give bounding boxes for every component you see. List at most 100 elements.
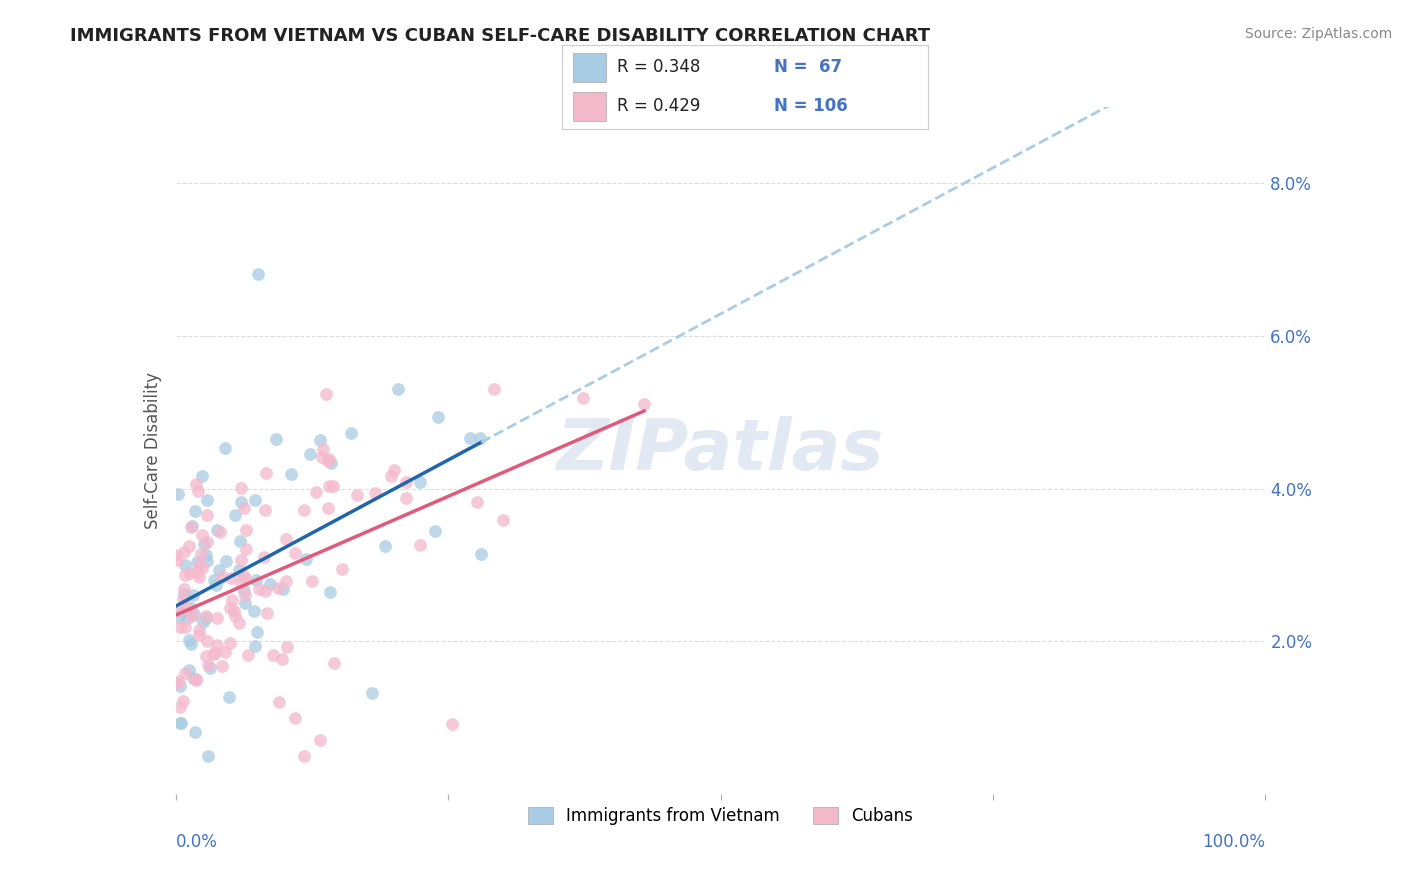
Point [169, 679, 191, 693]
Point [233, 584, 256, 599]
Point [191, 469, 214, 483]
Point [195, 508, 218, 523]
Point [169, 700, 191, 714]
Point [274, 532, 297, 546]
Point [184, 477, 207, 491]
Point [256, 606, 278, 620]
Point [253, 503, 276, 517]
Point [276, 640, 298, 654]
Point [194, 611, 217, 625]
Point [219, 636, 242, 650]
Point [247, 267, 270, 281]
Point [458, 431, 481, 445]
Point [172, 694, 194, 708]
Point [253, 550, 276, 565]
Point [173, 568, 195, 582]
Point [211, 570, 233, 584]
Point [441, 716, 464, 731]
Point [188, 570, 211, 584]
Point [218, 690, 240, 704]
Point [235, 523, 257, 537]
Point [267, 695, 290, 709]
Point [191, 560, 214, 574]
Point [247, 582, 270, 596]
Point [271, 652, 294, 666]
Point [308, 434, 330, 448]
Point [188, 557, 211, 571]
Text: N = 106: N = 106 [775, 97, 848, 115]
Point [229, 575, 252, 590]
Point [197, 748, 219, 763]
Point [301, 574, 323, 588]
Point [295, 552, 318, 566]
Point [173, 558, 195, 573]
Point [465, 495, 488, 509]
Point [229, 534, 252, 549]
Point [264, 432, 287, 446]
Point [470, 547, 492, 561]
Point [170, 716, 193, 731]
Point [183, 588, 205, 602]
Point [267, 581, 290, 595]
Point [409, 537, 432, 551]
Point [254, 467, 277, 481]
Point [229, 495, 252, 509]
Point [246, 624, 269, 639]
Text: R = 0.429: R = 0.429 [617, 97, 700, 115]
Point [229, 553, 252, 567]
Point [321, 457, 343, 471]
Point [219, 571, 242, 585]
Point [254, 583, 277, 598]
Point [318, 585, 340, 599]
Point [361, 686, 384, 700]
Point [364, 485, 387, 500]
Point [330, 562, 353, 576]
Point [165, 676, 187, 690]
Point [205, 611, 228, 625]
Point [169, 715, 191, 730]
Point [374, 539, 396, 553]
Point [184, 503, 207, 517]
Point [202, 646, 225, 660]
Point [173, 587, 195, 601]
Point [170, 605, 193, 619]
Point [180, 636, 202, 650]
Point [316, 453, 339, 467]
Point [197, 657, 219, 672]
Point [233, 588, 256, 602]
Point [224, 608, 246, 623]
Text: IMMIGRANTS FROM VIETNAM VS CUBAN SELF-CARE DISABILITY CORRELATION CHART: IMMIGRANTS FROM VIETNAM VS CUBAN SELF-CA… [70, 27, 931, 45]
Point [224, 508, 246, 522]
Point [491, 513, 513, 527]
Point [187, 623, 209, 637]
Point [184, 725, 207, 739]
Legend: Immigrants from Vietnam, Cubans: Immigrants from Vietnam, Cubans [519, 799, 922, 834]
Point [271, 582, 294, 597]
Point [280, 467, 302, 482]
Point [259, 577, 281, 591]
Point [318, 479, 340, 493]
Point [340, 425, 363, 440]
Point [173, 544, 195, 558]
Point [323, 656, 346, 670]
FancyBboxPatch shape [574, 54, 606, 82]
Point [193, 615, 215, 629]
Point [195, 609, 218, 624]
Point [292, 502, 315, 516]
Point [208, 563, 231, 577]
Point [215, 554, 238, 568]
Point [190, 528, 212, 542]
Point [167, 609, 190, 624]
Point [180, 520, 202, 534]
Point [284, 711, 307, 725]
FancyBboxPatch shape [574, 92, 606, 120]
Point [243, 639, 266, 653]
Point [167, 602, 190, 616]
Point [205, 639, 228, 653]
Point [292, 748, 315, 763]
Point [165, 548, 187, 562]
Point [174, 599, 197, 614]
Point [184, 673, 207, 687]
Point [470, 431, 492, 445]
Point [311, 450, 333, 464]
